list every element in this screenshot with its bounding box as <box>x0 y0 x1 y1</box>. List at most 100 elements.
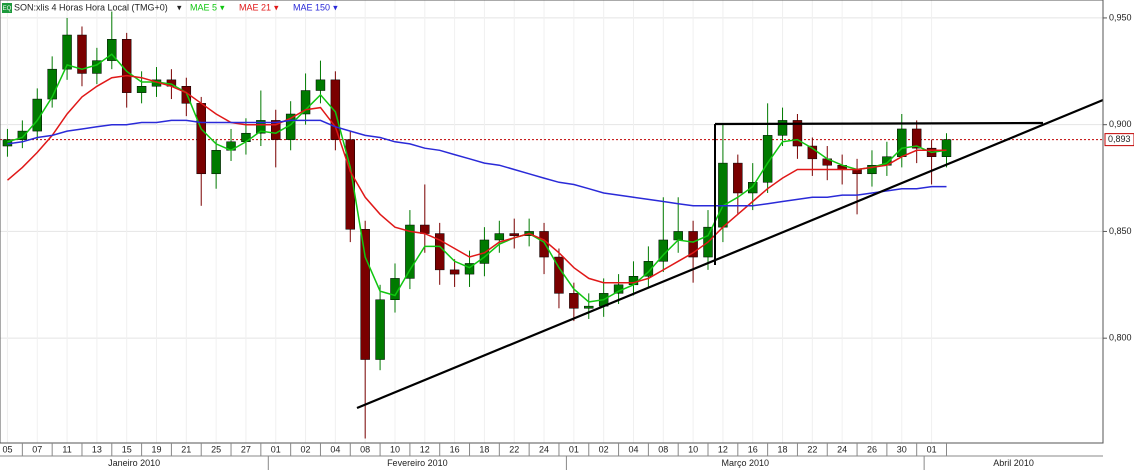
x-tick-label: 22 <box>807 444 817 454</box>
x-tick-label: 21 <box>181 444 191 454</box>
instrument-title[interactable]: SON:xlis 4 Horas Hora Local (TMG+0) <box>14 2 168 12</box>
x-tick-label: 10 <box>390 444 400 454</box>
plot <box>0 11 1103 439</box>
plot-frame <box>0 0 1104 444</box>
x-tick-label: 13 <box>92 444 102 454</box>
x-tick-label: 19 <box>151 444 161 454</box>
month-label: Fevereiro 2010 <box>387 458 448 468</box>
last-price-box <box>1104 133 1134 147</box>
candle-body <box>762 135 773 183</box>
y-tick-label: 0,800 <box>1109 333 1132 343</box>
candle-body <box>77 34 87 74</box>
x-tick-label: 24 <box>837 444 847 454</box>
x-tick-label: 08 <box>360 444 370 454</box>
month-label: Abril 2010 <box>993 458 1034 468</box>
legend: EQ SON:xlis 4 Horas Hora Local (TMG+0) ▾… <box>2 2 338 13</box>
candle-body <box>360 229 370 360</box>
x-tick-label: 05 <box>2 444 12 454</box>
candle-body <box>733 162 743 194</box>
icon <box>2 3 12 13</box>
x-tick-label: 24 <box>539 444 549 454</box>
candle-body <box>867 164 877 175</box>
candle-body <box>569 293 579 309</box>
candle-body <box>330 79 341 140</box>
x-tick-label: 01 <box>271 444 281 454</box>
candle-body <box>121 39 132 93</box>
candle-body <box>584 305 594 309</box>
icon-text: EQ <box>3 6 12 12</box>
grid <box>0 0 1103 443</box>
candle-body <box>241 132 251 143</box>
x-tick-label: 01 <box>569 444 579 454</box>
candle-body <box>718 162 728 228</box>
month-label: Março 2010 <box>722 458 770 468</box>
candle-body <box>181 86 192 104</box>
candle-body <box>792 120 803 147</box>
x-tick-label: 12 <box>718 444 728 454</box>
x-tick-label: 12 <box>420 444 430 454</box>
y-tick-label: 0,900 <box>1109 119 1132 129</box>
candle-body <box>315 79 326 91</box>
candle-body <box>643 261 654 277</box>
x-tick-label: 25 <box>211 444 221 454</box>
dropdown-arrow[interactable]: ▾ <box>333 2 338 12</box>
candle-body <box>897 128 907 157</box>
candle-body <box>464 263 475 275</box>
candle-body <box>539 231 549 258</box>
x-tick-label: 16 <box>450 444 460 454</box>
candle-body <box>807 145 818 160</box>
candle-body <box>777 120 788 136</box>
candle-body <box>628 276 639 286</box>
candle-body <box>300 90 311 115</box>
candle-body <box>911 128 922 149</box>
x-tick-label: 27 <box>241 444 251 454</box>
candle-body <box>256 120 266 134</box>
x-tick-label: 02 <box>599 444 609 454</box>
dropdown-arrow[interactable]: ▾ <box>220 2 225 12</box>
candle-body <box>449 269 460 275</box>
candle-body <box>509 233 519 236</box>
candle-body <box>941 139 952 157</box>
candle-body <box>405 224 415 279</box>
ma-line <box>7 119 947 207</box>
y-tick-label: 0,850 <box>1109 226 1132 236</box>
x-tick-label: 01 <box>927 444 937 454</box>
candle-body <box>32 98 42 132</box>
candle-body <box>345 139 355 230</box>
x-tick-label: 30 <box>897 444 907 454</box>
legend-entry[interactable]: MAE 150 <box>293 2 330 12</box>
x-tick-label: 11 <box>62 444 71 454</box>
dropdown-arrow[interactable]: ▾ <box>274 2 279 12</box>
candle-body <box>136 86 147 93</box>
dropdown-arrow[interactable]: ▾ <box>177 2 182 12</box>
candle-body <box>62 34 72 70</box>
candle-body <box>748 182 758 194</box>
trend-lines <box>356 98 1104 410</box>
x-tick-label: 15 <box>122 444 132 454</box>
candle-body <box>479 239 490 264</box>
candle-body <box>673 231 683 241</box>
candle-body <box>47 68 57 100</box>
x-tick-label: 04 <box>628 444 638 454</box>
x-tick-label: 26 <box>867 444 877 454</box>
last-price-label: 0,893 <box>1108 134 1131 144</box>
x-tick-label: 04 <box>330 444 340 454</box>
candle-body <box>494 233 505 241</box>
x-tick-label: 08 <box>658 444 668 454</box>
x-tick-label: 16 <box>748 444 758 454</box>
x-tick-label: 07 <box>32 444 42 454</box>
axes: 0,950 0,900 0,850 0,800 05 07 11 13 15 19 21 25 27 01… <box>2 12 1134 470</box>
legend-entry[interactable]: MAE 21 <box>239 2 271 12</box>
x-tick-label: 18 <box>479 444 489 454</box>
y-tick-label: 0,950 <box>1109 12 1132 22</box>
support-line <box>356 98 1104 410</box>
candle-body <box>211 150 221 175</box>
candle-body <box>196 103 206 175</box>
candle-body <box>420 224 430 234</box>
x-tick-label: 10 <box>688 444 698 454</box>
candle-body <box>688 231 698 258</box>
candle-body <box>17 130 28 140</box>
legend-entry[interactable]: MAE 5 <box>190 2 217 12</box>
